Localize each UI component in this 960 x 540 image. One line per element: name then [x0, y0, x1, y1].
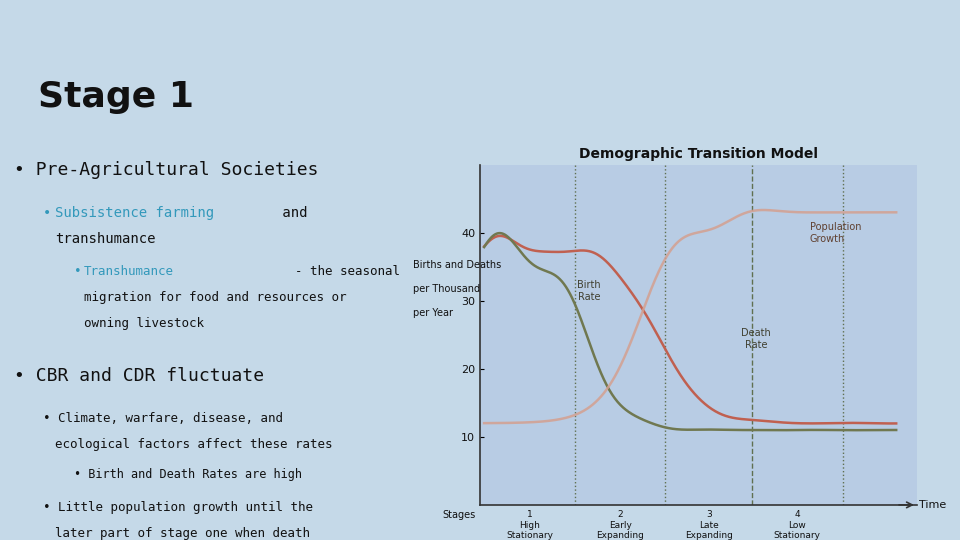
Text: Population
Growth: Population Growth	[809, 222, 861, 244]
Text: and: and	[274, 206, 307, 220]
Text: Birth
Rate: Birth Rate	[577, 280, 601, 302]
Text: • CBR and CDR fluctuate: • CBR and CDR fluctuate	[14, 367, 265, 385]
Text: • Climate, warfare, disease, and: • Climate, warfare, disease, and	[43, 412, 283, 425]
Text: - the seasonal: - the seasonal	[296, 266, 400, 279]
Text: • Little population growth until the: • Little population growth until the	[43, 501, 313, 514]
Text: ecological factors affect these rates: ecological factors affect these rates	[56, 438, 333, 451]
Text: Subsistence farming: Subsistence farming	[56, 206, 214, 220]
Text: per Year: per Year	[413, 308, 453, 318]
Text: per Thousand: per Thousand	[413, 284, 480, 294]
Text: •: •	[43, 206, 60, 220]
Text: •: •	[75, 266, 89, 279]
Text: Time: Time	[919, 500, 947, 510]
Text: transhumance: transhumance	[56, 232, 156, 246]
Text: migration for food and resources or: migration for food and resources or	[84, 291, 347, 304]
Text: • Birth and Death Rates are high: • Birth and Death Rates are high	[75, 468, 302, 481]
Text: later part of stage one when death: later part of stage one when death	[56, 526, 310, 540]
Text: 2
Early
Expanding: 2 Early Expanding	[596, 510, 644, 540]
Text: 1
High
Stationary: 1 High Stationary	[506, 510, 553, 540]
Text: Stages: Stages	[442, 510, 475, 521]
Text: Death
Rate: Death Rate	[741, 328, 771, 349]
Text: owning livestock: owning livestock	[84, 317, 204, 330]
Text: Births and Deaths: Births and Deaths	[413, 260, 501, 270]
Text: • Pre-Agricultural Societies: • Pre-Agricultural Societies	[14, 161, 319, 179]
Text: 4
Low
Stationary: 4 Low Stationary	[774, 510, 821, 540]
Title: Demographic Transition Model: Demographic Transition Model	[579, 147, 818, 161]
Text: Stage 1: Stage 1	[37, 80, 194, 114]
Text: 3
Late
Expanding: 3 Late Expanding	[684, 510, 732, 540]
Text: Transhumance: Transhumance	[84, 266, 174, 279]
